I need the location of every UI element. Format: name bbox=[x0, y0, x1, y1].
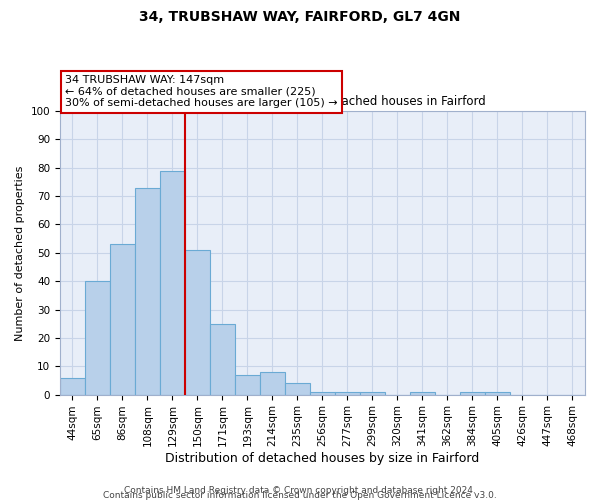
X-axis label: Distribution of detached houses by size in Fairford: Distribution of detached houses by size … bbox=[166, 452, 479, 465]
Text: Contains public sector information licensed under the Open Government Licence v3: Contains public sector information licen… bbox=[103, 491, 497, 500]
Bar bbox=[285, 384, 310, 394]
Bar bbox=[360, 392, 385, 394]
Bar bbox=[210, 324, 235, 394]
Bar bbox=[460, 392, 485, 394]
Bar bbox=[60, 378, 85, 394]
Bar bbox=[410, 392, 435, 394]
Bar bbox=[110, 244, 135, 394]
Text: Contains HM Land Registry data © Crown copyright and database right 2024.: Contains HM Land Registry data © Crown c… bbox=[124, 486, 476, 495]
Bar bbox=[135, 188, 160, 394]
Bar bbox=[185, 250, 210, 394]
Bar bbox=[85, 281, 110, 394]
Bar bbox=[310, 392, 335, 394]
Bar bbox=[235, 374, 260, 394]
Title: Size of property relative to detached houses in Fairford: Size of property relative to detached ho… bbox=[160, 96, 485, 108]
Y-axis label: Number of detached properties: Number of detached properties bbox=[15, 165, 25, 340]
Bar bbox=[260, 372, 285, 394]
Text: 34 TRUBSHAW WAY: 147sqm
← 64% of detached houses are smaller (225)
30% of semi-d: 34 TRUBSHAW WAY: 147sqm ← 64% of detache… bbox=[65, 75, 338, 108]
Bar bbox=[335, 392, 360, 394]
Bar bbox=[160, 170, 185, 394]
Text: 34, TRUBSHAW WAY, FAIRFORD, GL7 4GN: 34, TRUBSHAW WAY, FAIRFORD, GL7 4GN bbox=[139, 10, 461, 24]
Bar bbox=[485, 392, 510, 394]
